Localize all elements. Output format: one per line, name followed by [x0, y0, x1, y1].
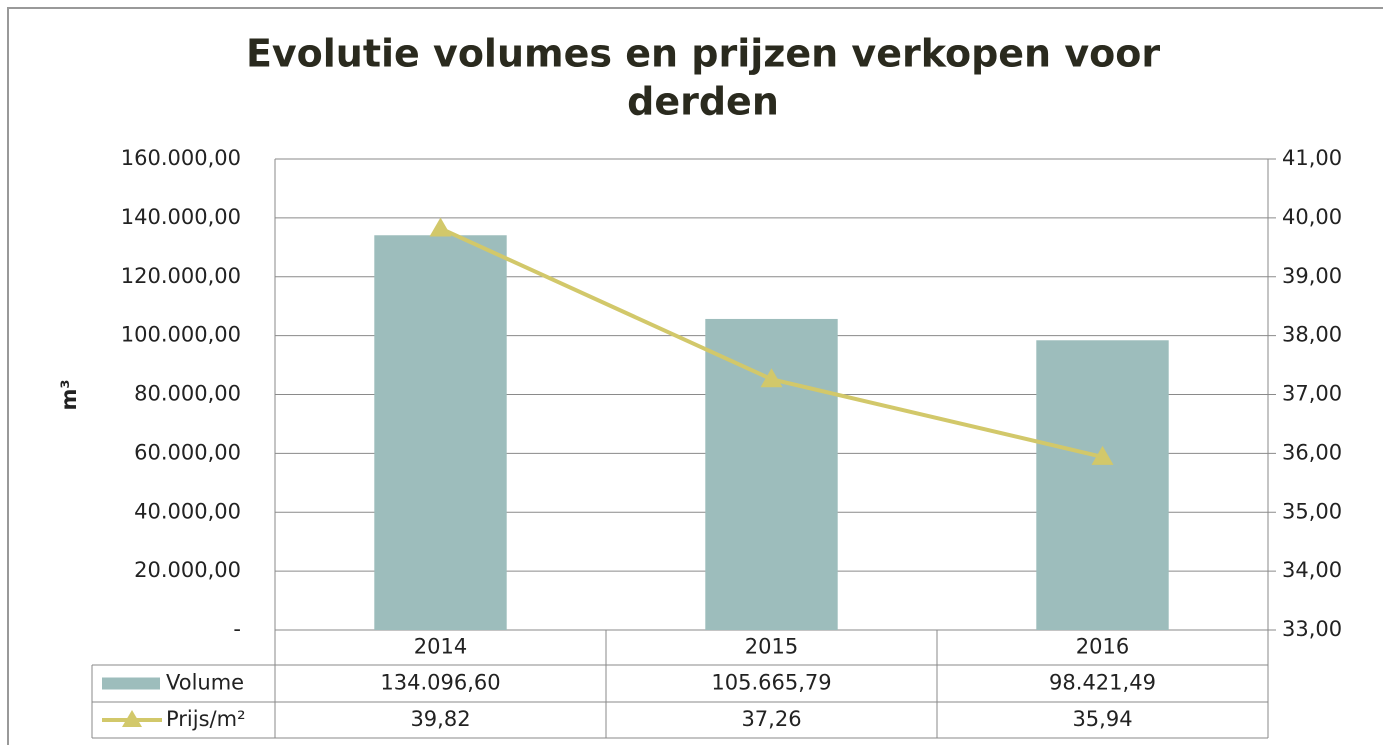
marker [1091, 445, 1114, 465]
y2-tick-label: 38,00 [1282, 323, 1342, 347]
marker [760, 368, 783, 388]
y-tick-label: 120.000,00 [121, 264, 241, 288]
legend-symbol [122, 710, 142, 727]
legend-symbol [102, 677, 160, 690]
x-tick-label: 2014 [414, 635, 467, 659]
table-value: 37,26 [741, 707, 801, 731]
y-tick-label: 160.000,00 [121, 146, 241, 170]
chart-title: Evolutie volumes en prijzen verkopen voo… [246, 32, 1160, 76]
chart-border [7, 7, 1383, 745]
x-tick-label: 2015 [745, 635, 798, 659]
table-value: 105.665,79 [711, 671, 831, 695]
bar [1036, 340, 1169, 630]
y-axis-label: m³ [57, 379, 81, 410]
legend-label: Volume [166, 671, 244, 695]
legend-label: Prijs/m² [166, 707, 246, 731]
y-tick-label: 40.000,00 [134, 499, 241, 523]
y-tick-label: 140.000,00 [121, 205, 241, 229]
y2-tick-label: 40,00 [1282, 205, 1342, 229]
y-tick-label: 80.000,00 [134, 382, 241, 406]
table-value: 134.096,60 [380, 671, 500, 695]
y2-tick-label: 37,00 [1282, 382, 1342, 406]
y-tick-label: 100.000,00 [121, 323, 241, 347]
table-value: 39,82 [410, 707, 470, 731]
x-tick-label: 2016 [1076, 635, 1129, 659]
y-tick-label: - [233, 617, 241, 641]
table-value: 35,94 [1072, 707, 1132, 731]
y-tick-label: 20.000,00 [134, 558, 241, 582]
y-tick-label: 60.000,00 [134, 440, 241, 464]
y2-tick-label: 34,00 [1282, 558, 1342, 582]
y2-tick-label: 33,00 [1282, 617, 1342, 641]
marker [429, 217, 452, 237]
bar [374, 235, 507, 631]
table-value: 98.421,49 [1049, 671, 1156, 695]
y2-tick-label: 36,00 [1282, 440, 1342, 464]
y2-tick-label: 39,00 [1282, 264, 1342, 288]
y2-tick-label: 41,00 [1282, 146, 1342, 170]
bar [705, 318, 838, 630]
y2-tick-label: 35,00 [1282, 499, 1342, 523]
chart-title: derden [627, 80, 779, 124]
